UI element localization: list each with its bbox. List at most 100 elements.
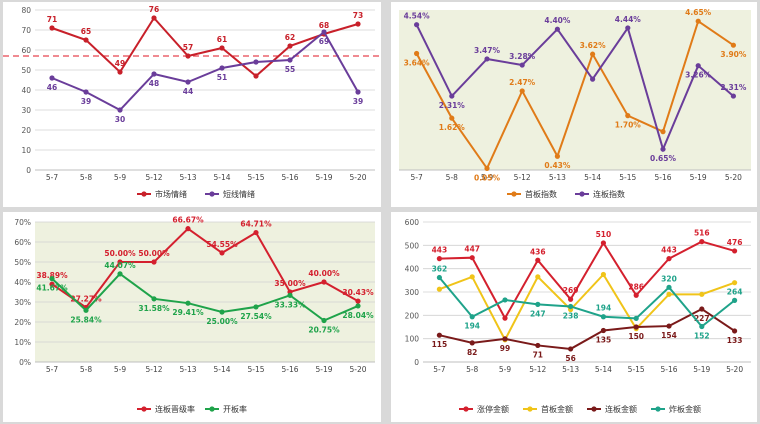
legend-swatch-marker [209, 406, 215, 412]
x-tick-label: 5-13 [179, 365, 196, 374]
data-label: 64.71% [240, 220, 272, 229]
data-point [600, 271, 606, 278]
y-tick-label: 80 [21, 6, 31, 15]
data-point [502, 297, 508, 303]
data-label: 40.00% [308, 269, 340, 278]
series-line [51, 16, 359, 78]
x-tick-label: 5-7 [410, 173, 422, 182]
data-point [484, 56, 490, 62]
data-label: 68 [319, 21, 329, 30]
y-tick-label: 70 [21, 26, 31, 35]
data-point [321, 29, 327, 35]
data-label: 447 [464, 245, 480, 254]
data-point [287, 43, 293, 49]
data-point [732, 248, 738, 254]
legend-swatch-marker [141, 406, 147, 412]
data-label: 3.26% [685, 71, 712, 80]
x-tick-label: 5-14 [595, 365, 612, 374]
data-point [535, 301, 541, 307]
y-tick-label: 50% [14, 258, 31, 267]
x-tick-label: 5-16 [281, 365, 298, 374]
data-label: 238 [563, 311, 579, 320]
data-point [568, 346, 574, 352]
data-point [469, 314, 475, 320]
data-point [666, 256, 672, 262]
data-label: 54.55% [206, 240, 238, 249]
data-point [519, 62, 525, 68]
data-point [600, 240, 606, 246]
data-label: 194 [596, 304, 612, 313]
data-point [502, 315, 508, 321]
data-point [666, 284, 672, 290]
series-line [438, 276, 736, 328]
data-point [185, 53, 191, 59]
data-point [625, 113, 631, 119]
series-line [439, 240, 735, 321]
data-label: 133 [727, 336, 743, 345]
data-point [568, 296, 574, 302]
legend-label: 短线情绪 [223, 189, 255, 199]
data-label: 320 [661, 274, 677, 283]
data-point [219, 45, 225, 51]
data-label: 510 [596, 230, 612, 239]
x-tick-label: 5-9 [499, 365, 511, 374]
legend-label: 开板率 [223, 404, 247, 414]
data-point [660, 129, 666, 135]
data-point [469, 274, 475, 280]
data-point [535, 274, 541, 280]
data-point [253, 304, 259, 310]
legend-label: 连板金额 [605, 404, 637, 414]
data-label: 3.90% [720, 50, 747, 59]
data-label: 150 [628, 332, 644, 341]
data-point [699, 323, 705, 330]
data-point [117, 271, 123, 277]
legend-label: 首板金额 [541, 404, 573, 414]
data-label: 3.28% [509, 52, 536, 61]
data-point [151, 15, 157, 21]
y-tick-label: 60% [14, 238, 31, 247]
data-point [83, 89, 89, 95]
legend-swatch-marker [591, 406, 597, 412]
data-label: 69 [319, 37, 329, 46]
data-label: 264 [727, 287, 743, 296]
x-tick-label: 5-7 [46, 173, 58, 182]
series-line [51, 227, 359, 309]
data-label: 71 [533, 350, 543, 359]
data-label: 71 [47, 15, 57, 24]
data-label: 516 [694, 229, 710, 238]
series-line [51, 272, 359, 322]
data-label: 27.54% [240, 312, 272, 321]
data-point [219, 65, 225, 71]
data-label: 443 [661, 246, 677, 255]
legend-swatch-marker [209, 191, 215, 197]
x-tick-label: 5-16 [654, 173, 671, 182]
data-label: 154 [661, 331, 677, 340]
data-label: 0.05% [474, 173, 501, 182]
data-label: 41.67% [36, 284, 68, 293]
data-label: 82 [467, 348, 477, 357]
x-tick-label: 5-12 [145, 173, 162, 182]
data-point [287, 292, 293, 298]
data-point [502, 336, 508, 342]
data-label: 362 [432, 265, 448, 274]
data-point [590, 76, 596, 82]
chart-panel-market-sentiment: 0 10 20 30 40 50 60 70 80 5-7 5-8 5-9 5-12 5-13 5-14 5-… [3, 2, 381, 207]
data-label: 57 [183, 43, 193, 52]
data-point [414, 50, 420, 57]
data-label: 51 [217, 73, 227, 82]
data-point [436, 286, 442, 292]
data-label: 76 [149, 5, 159, 14]
data-point [185, 226, 191, 232]
x-tick-label: 5-12 [514, 173, 531, 182]
data-point [519, 88, 525, 94]
data-label: 0.43% [544, 161, 571, 170]
data-point [151, 259, 157, 265]
x-tick-label: 5-13 [179, 173, 196, 182]
data-point [695, 18, 701, 24]
data-label: 44 [183, 87, 193, 96]
data-label: 1.62% [439, 123, 466, 132]
data-point [633, 315, 639, 321]
data-point [699, 239, 705, 245]
data-point [554, 26, 560, 32]
chart-panel-promotion-rate: 0% 10% 20% 30% 40% 50% 60% 70% 5-7 5-8 5-9 5-12 5-13… [3, 212, 381, 422]
